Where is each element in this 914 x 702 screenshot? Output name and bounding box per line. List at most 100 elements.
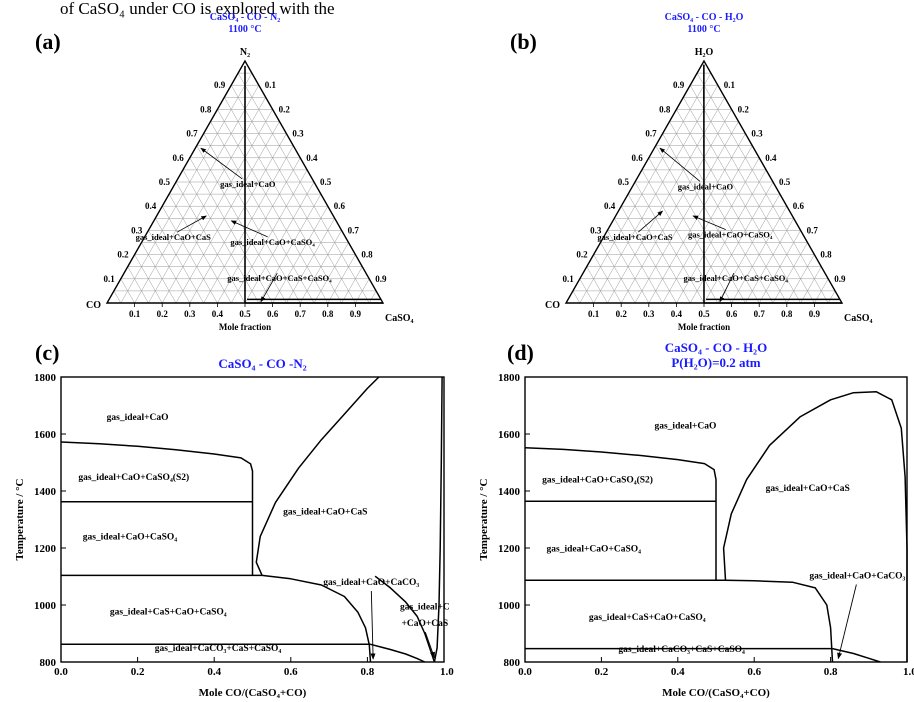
- chart-subtitle: 1100 °C: [228, 24, 261, 35]
- tick-label-right: 0.5: [320, 177, 332, 187]
- tick-label-right: 0.2: [738, 104, 750, 114]
- y-tick-label: 1400: [498, 486, 521, 498]
- region-label: gas_ideal+CaO: [654, 421, 716, 431]
- region-label: gas_ideal+CaO+CaS+CaSO₄: [684, 273, 789, 283]
- region-label: +CaO+CaS: [401, 619, 448, 629]
- grid-line: [155, 218, 204, 304]
- y-axis-label: Temperature / °C: [478, 478, 490, 560]
- grid-line: [634, 121, 739, 304]
- y-tick-label: 1800: [34, 372, 57, 384]
- tick-label-bottom: 0.3: [184, 309, 196, 319]
- y-tick-label: 1000: [34, 600, 57, 612]
- phase-boundary-line: [433, 376, 443, 663]
- phase-boundary-line: [370, 643, 426, 663]
- y-tick-label: 800: [504, 657, 521, 669]
- panel-label: (c): [35, 340, 59, 365]
- x-tick-label: 1.0: [440, 666, 454, 678]
- grid-line: [593, 254, 622, 304]
- y-axis-label: Temperature / °C: [14, 478, 26, 560]
- x-tick-label: 0.8: [824, 666, 838, 678]
- tick-label-bottom: 0.8: [781, 309, 793, 319]
- x-tick-label: 0.4: [207, 666, 221, 678]
- grid-line: [655, 145, 746, 304]
- panel-label: (b): [510, 29, 537, 54]
- region-label: gas_ideal+CaO+CaS: [136, 232, 212, 242]
- grid-line: [244, 181, 315, 304]
- vertex-label-left: CO: [545, 300, 560, 311]
- region-label: gas_ideal+CaO+CaSO₄: [83, 533, 178, 543]
- x-tick-label: 0.6: [284, 666, 298, 678]
- x-tick-label: 0.0: [518, 666, 532, 678]
- tick-label-right: 0.7: [348, 225, 360, 235]
- panel-label: (d): [507, 340, 534, 365]
- grid-line: [224, 97, 342, 304]
- y-tick-label: 1200: [498, 543, 521, 555]
- tick-label-right: 0.3: [292, 129, 304, 139]
- tick-label-bottom: 0.1: [129, 309, 141, 319]
- axis-label: Mole fraction: [219, 322, 271, 332]
- grid-line: [579, 72, 712, 304]
- phase-diagram-panel-c: 0.0 0.2 0.4 0.6 0.8 1.0 800 1000 1200 1400 1600 180…: [14, 340, 454, 699]
- region-label: gas_ideal+CaO+CaSO₄(S2): [542, 475, 653, 486]
- panel-label: (a): [35, 29, 61, 54]
- grid-line: [313, 242, 349, 304]
- grid-line: [607, 230, 650, 304]
- region-arrow: [200, 147, 243, 180]
- plot-frame: [524, 376, 908, 663]
- tick-label-bottom: 0.6: [267, 309, 279, 319]
- region-arrow: [659, 147, 701, 182]
- grid-line: [196, 145, 287, 304]
- tick-label-left: 0.3: [131, 225, 143, 235]
- x-tick-label: 1.0: [903, 666, 914, 678]
- phase-boundary-line: [832, 647, 881, 663]
- tick-label-left: 0.8: [659, 104, 671, 114]
- grid-line: [113, 290, 122, 304]
- grid-line: [772, 242, 808, 304]
- region-label: gas_ideal+CaCO₃+CaS+CaSO₄: [618, 645, 745, 655]
- x-tick-label: 0.0: [54, 666, 68, 678]
- grid-line: [134, 254, 163, 304]
- tick-label-bottom: 0.8: [322, 309, 334, 319]
- tick-label-bottom: 0.2: [616, 309, 628, 319]
- tick-label-bottom: 0.4: [671, 309, 683, 319]
- y-tick-label: 1400: [34, 486, 57, 498]
- y-tick-label: 1000: [498, 600, 521, 612]
- tick-label-right: 0.9: [375, 274, 387, 284]
- tick-label-right: 0.5: [779, 177, 791, 187]
- tick-label-bottom: 0.7: [295, 309, 307, 319]
- y-tick-label: 1200: [34, 543, 57, 555]
- tick-label-left: 0.7: [186, 129, 198, 139]
- tick-label-bottom: 0.5: [698, 309, 710, 319]
- tick-label-left: 0.1: [563, 274, 575, 284]
- axis-label: Mole fraction: [678, 322, 730, 332]
- tick-label-right: 0.1: [265, 80, 277, 90]
- grid-line: [696, 72, 829, 304]
- x-tick-label: 0.6: [747, 666, 761, 678]
- tick-label-left: 0.1: [104, 274, 116, 284]
- tick-label-left: 0.4: [604, 201, 616, 211]
- tick-label-bottom: 0.9: [809, 309, 821, 319]
- vertex-label-right: CaSO₄: [844, 313, 873, 324]
- phase-boundary-line: [60, 441, 254, 576]
- phase-boundary-line: [524, 446, 717, 581]
- grid-line: [210, 121, 315, 304]
- grid-line: [579, 278, 594, 304]
- grid-line: [175, 121, 280, 304]
- chart-title: CaSO₄ - CO - N₂: [210, 12, 280, 23]
- tick-label-bottom: 0.1: [588, 309, 600, 319]
- grid-line: [662, 145, 753, 304]
- x-tick-label: 0.2: [595, 666, 609, 678]
- grid-line: [703, 181, 774, 304]
- tick-label-right: 0.1: [724, 80, 736, 90]
- grid-line: [299, 230, 342, 304]
- region-label: gas_ideal+CaO+CaSO₄: [688, 230, 773, 240]
- x-tick-label: 0.2: [131, 666, 145, 678]
- tick-label-left: 0.2: [576, 250, 588, 260]
- tick-label-right: 0.8: [820, 250, 832, 260]
- grid-line: [572, 290, 581, 304]
- tick-label-left: 0.6: [173, 153, 185, 163]
- x-tick-label: 0.4: [671, 666, 685, 678]
- grid-line: [731, 206, 788, 304]
- vertex-label-left: CO: [86, 300, 101, 311]
- tick-label-left: 0.2: [117, 250, 129, 260]
